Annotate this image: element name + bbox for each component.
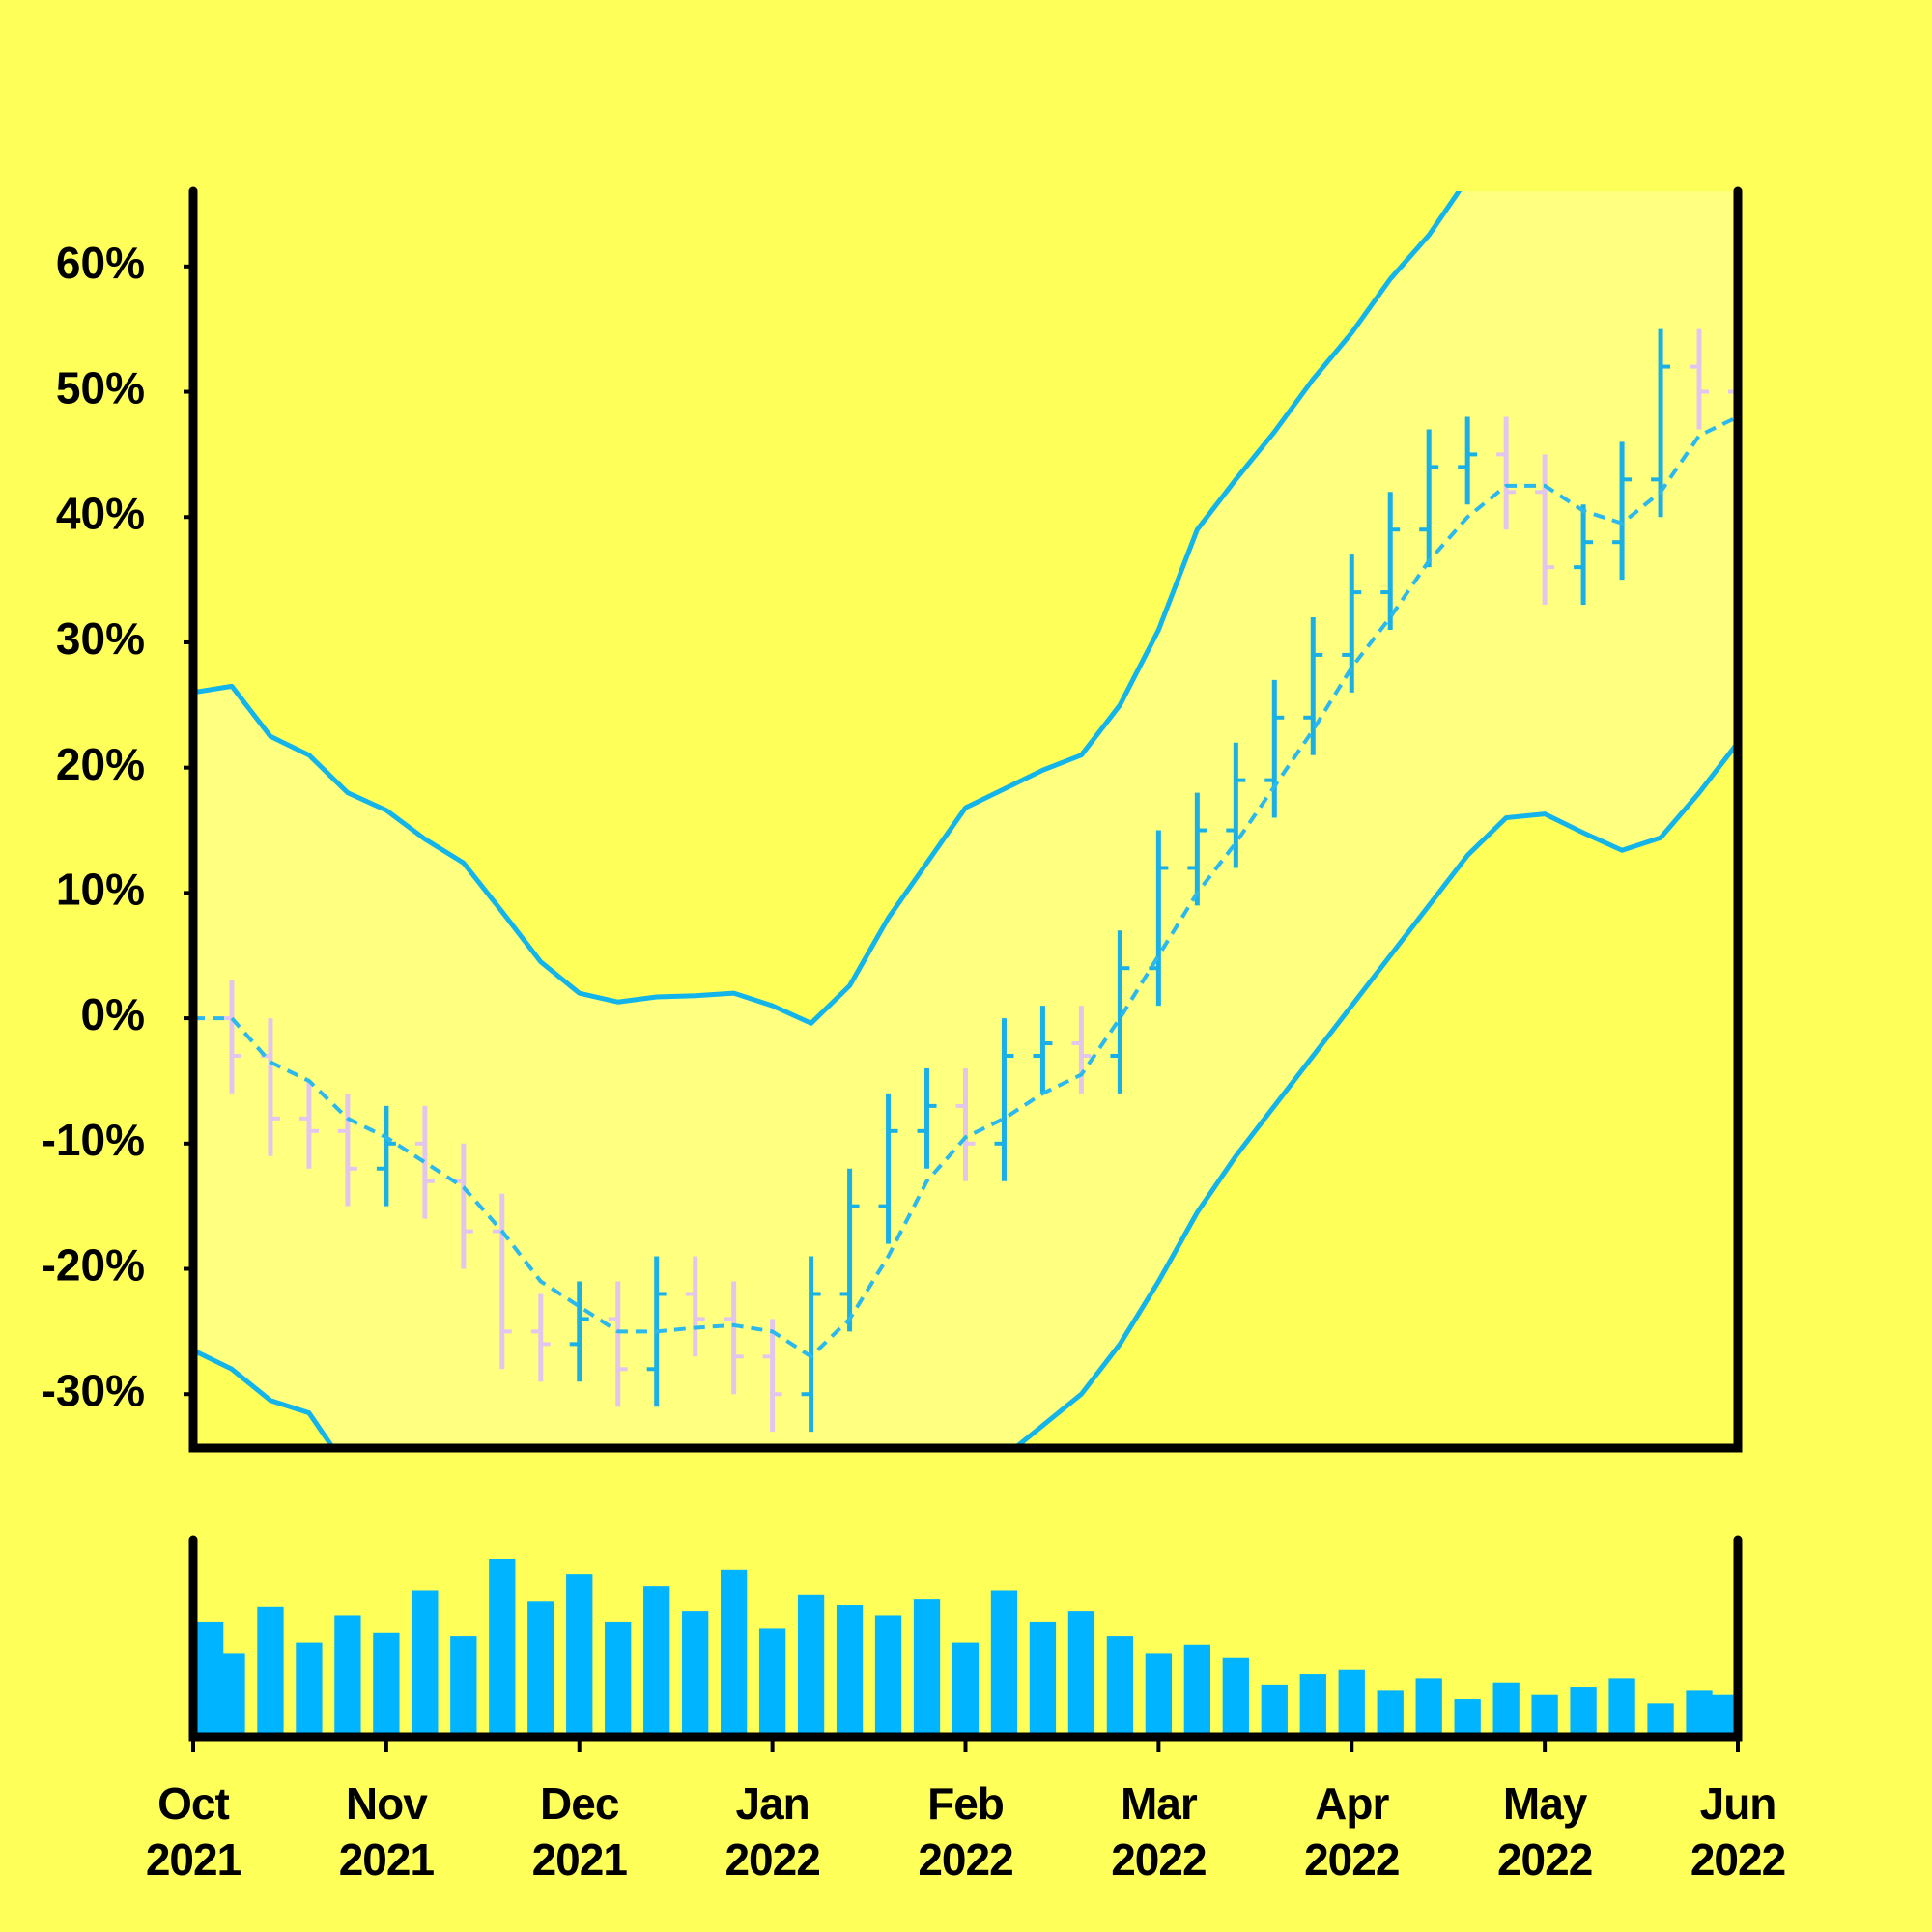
plot-area	[193, 191, 1738, 1448]
volume-bar	[758, 1628, 786, 1737]
x-tick-label: Feb 2022	[918, 1778, 1013, 1885]
volume-bar	[643, 1586, 670, 1737]
volume-bar	[1415, 1678, 1442, 1737]
main-axes	[188, 186, 1743, 1453]
volume-bar	[566, 1574, 593, 1737]
x-tick-label: Jan 2022	[724, 1778, 820, 1885]
y-tick-label: 20%	[56, 739, 145, 789]
volume-bar	[874, 1615, 902, 1737]
moving-average	[193, 414, 1738, 1359]
volume-bar	[605, 1621, 632, 1737]
volume-bar	[1029, 1621, 1057, 1737]
volume-bar	[1608, 1678, 1635, 1737]
band-fill	[193, 191, 1738, 1448]
volume-bar	[373, 1632, 400, 1737]
y-tick-label: -30%	[42, 1365, 145, 1415]
volume-bar	[1570, 1687, 1597, 1737]
x-tick-label: Oct 2021	[145, 1778, 242, 1885]
y-tick-label: -20%	[42, 1240, 145, 1291]
volume-bar	[1145, 1653, 1173, 1737]
y-tick-label: 40%	[56, 488, 145, 538]
volume-bar	[682, 1611, 709, 1737]
upper-band	[193, 191, 1463, 1026]
volume-bar	[257, 1606, 284, 1737]
volume-bar	[1261, 1684, 1288, 1737]
volume-bar	[296, 1642, 323, 1737]
x-tick-label: Jun 2022	[1690, 1778, 1786, 1885]
y-tick-label: 50%	[56, 363, 145, 413]
volume-bar	[721, 1569, 748, 1737]
volume-bar	[913, 1599, 941, 1737]
x-tick-label: Mar 2022	[1111, 1778, 1207, 1885]
x-tick-label: Apr 2022	[1304, 1778, 1400, 1885]
volume-bar	[1454, 1699, 1481, 1737]
x-tick-label: May 2022	[1496, 1778, 1593, 1885]
y-tick-label: 30%	[56, 613, 145, 664]
volume-bar	[1067, 1611, 1095, 1737]
y-tick-label: 10%	[56, 865, 145, 915]
volume-bar	[334, 1615, 361, 1737]
volume-bar	[952, 1642, 980, 1737]
volume-bar	[797, 1594, 825, 1737]
volume-bar	[1299, 1674, 1326, 1737]
volume-bar	[990, 1590, 1018, 1737]
y-tick-label: 0%	[81, 989, 145, 1039]
y-tick-label: 60%	[56, 238, 145, 288]
volume-bar	[1647, 1703, 1674, 1737]
volume-bar	[489, 1559, 516, 1737]
volume-bar	[1531, 1694, 1558, 1737]
volume-bar	[1183, 1644, 1210, 1737]
volume-bar	[1222, 1657, 1249, 1737]
volume-bar	[450, 1636, 477, 1737]
y-tick-label: -10%	[42, 1115, 145, 1165]
x-tick-label: Nov 2021	[338, 1778, 435, 1885]
volume-bar	[1338, 1669, 1365, 1737]
volume-bar	[527, 1601, 554, 1737]
volume-bar	[1377, 1690, 1404, 1737]
lower-band	[193, 741, 1738, 1448]
volume-bar	[1707, 1694, 1734, 1737]
volume-bar	[836, 1605, 864, 1737]
volume-bar	[412, 1590, 439, 1737]
volume-bar	[218, 1653, 245, 1737]
x-tick-label: Dec 2021	[531, 1778, 628, 1885]
volume-bar	[1106, 1636, 1134, 1737]
volume-bar	[1492, 1682, 1520, 1737]
